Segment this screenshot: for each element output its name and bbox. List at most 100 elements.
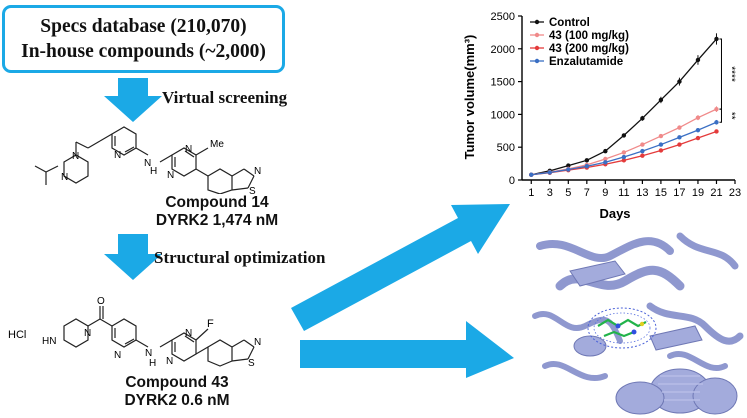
x-tick-label: 5	[565, 187, 571, 199]
c43-atom-f: F	[207, 318, 214, 330]
source-box: Specs database (210,070) In-house compou…	[2, 5, 285, 73]
significance-label: ****	[725, 66, 736, 82]
c14-atom-pyridine-n: N	[114, 150, 121, 161]
c43-atom-pyrimidine-n2: N	[185, 328, 192, 339]
x-tick-label: 1	[528, 187, 534, 199]
down-arrow-2	[104, 234, 162, 280]
ligand-density-mesh	[587, 307, 657, 349]
chart-y-label: Tumor volume(mm³)	[462, 35, 477, 160]
chart-annotations: ******	[719, 38, 736, 123]
legend-marker	[534, 19, 540, 25]
data-point	[695, 115, 701, 120]
y-tick-label: 500	[497, 142, 515, 154]
step-label-structural-optimization: Structural optimization	[154, 248, 326, 267]
legend-label: Control	[549, 17, 590, 29]
y-tick-label: 2500	[491, 11, 515, 23]
down-arrow-1	[104, 78, 162, 122]
c14-atom-pyrimidine-n1: N	[167, 170, 174, 181]
c14-atom-nh-h: H	[150, 166, 157, 177]
c14-atom-n1: N	[72, 151, 79, 162]
c14-atom-nh-n: N	[144, 158, 151, 169]
arrows-to-results	[291, 204, 514, 378]
data-point	[566, 163, 571, 168]
x-tick-label: 7	[584, 187, 590, 199]
c43-atom-pyrimidine-n1: N	[166, 356, 173, 367]
data-point	[547, 170, 552, 175]
data-point	[621, 133, 627, 138]
data-point	[658, 97, 664, 103]
y-tick-label: 1000	[491, 109, 515, 121]
data-point	[714, 120, 719, 125]
data-point	[529, 172, 534, 177]
data-point	[677, 135, 682, 140]
c14-atom-n2: N	[61, 172, 68, 183]
legend-label: Enzalutamide	[549, 56, 623, 68]
c43-atom-hn: HN	[42, 336, 56, 347]
chart-x-label: Days	[599, 206, 630, 221]
data-point	[677, 125, 682, 130]
source-box-line-2: In-house compounds (~2,000)	[21, 41, 266, 62]
y-tick-label: 1500	[491, 77, 515, 89]
x-tick-label: 23	[729, 187, 741, 199]
c14-atom-methyl: Me	[210, 139, 224, 150]
protein-structure-image	[530, 226, 744, 416]
data-point	[658, 133, 664, 139]
chart-series	[529, 33, 719, 177]
diagonal-arrow	[291, 204, 510, 331]
c43-atom-nh-n: N	[145, 348, 152, 359]
data-point	[695, 135, 701, 141]
legend-marker	[534, 32, 540, 38]
data-point	[714, 129, 719, 134]
legend-marker	[534, 45, 540, 51]
compound-14-name: Compound 14	[165, 194, 269, 211]
c43-atom-nh-h: H	[149, 358, 156, 368]
c43-atom-o: O	[97, 296, 105, 307]
c14-atom-thiazole-s: S	[249, 186, 256, 194]
legend-label: 43 (200 mg/kg)	[549, 43, 629, 55]
horizontal-arrow	[300, 321, 514, 378]
compound-43-name: Compound 43	[125, 374, 229, 391]
series-line	[531, 121, 717, 176]
data-point	[603, 148, 608, 154]
data-point	[714, 36, 719, 42]
c14-atom-pyrimidine-n2: N	[185, 144, 192, 155]
y-tick-label: 0	[509, 175, 515, 187]
data-point	[566, 167, 571, 172]
legend-label: 43 (100 mg/kg)	[549, 30, 629, 42]
data-point	[695, 57, 701, 63]
x-tick-label: 19	[692, 187, 704, 199]
data-point	[714, 106, 719, 112]
data-point	[640, 148, 645, 154]
x-tick-label: 17	[673, 187, 685, 199]
c43-atom-pyridine-n: N	[114, 350, 121, 361]
c43-atom-thiazole-s: S	[248, 358, 255, 368]
y-tick-label: 2000	[491, 44, 515, 56]
compound-43-activity: DYRK2 0.6 nM	[124, 392, 230, 409]
data-point	[658, 142, 664, 147]
data-point	[640, 153, 645, 158]
data-point	[584, 158, 590, 163]
data-point	[621, 154, 627, 160]
compound-14-activity: DYRK2 1,474 nM	[155, 212, 279, 229]
compound-14-structure: N N N N H N N Me N S	[34, 126, 261, 194]
significance-bracket	[719, 38, 722, 110]
data-point	[677, 142, 682, 147]
c43-atom-piperazine-n: N	[84, 328, 91, 339]
x-tick-label: 15	[655, 187, 667, 199]
x-tick-label: 9	[602, 187, 608, 199]
data-point	[658, 148, 664, 153]
data-point	[677, 79, 682, 84]
data-point	[603, 160, 608, 165]
data-point	[584, 164, 590, 169]
legend-marker	[534, 58, 540, 64]
source-box-line-1: Specs database (210,070)	[40, 16, 247, 37]
significance-label: **	[725, 112, 736, 120]
chart-axes	[521, 16, 735, 181]
significance-bracket	[719, 108, 722, 123]
x-tick-label: 11	[618, 187, 629, 199]
compound-43-structure: HCl HN N O N N H N N F N S	[8, 296, 261, 368]
data-point	[621, 158, 627, 163]
x-tick-label: 13	[636, 187, 648, 199]
